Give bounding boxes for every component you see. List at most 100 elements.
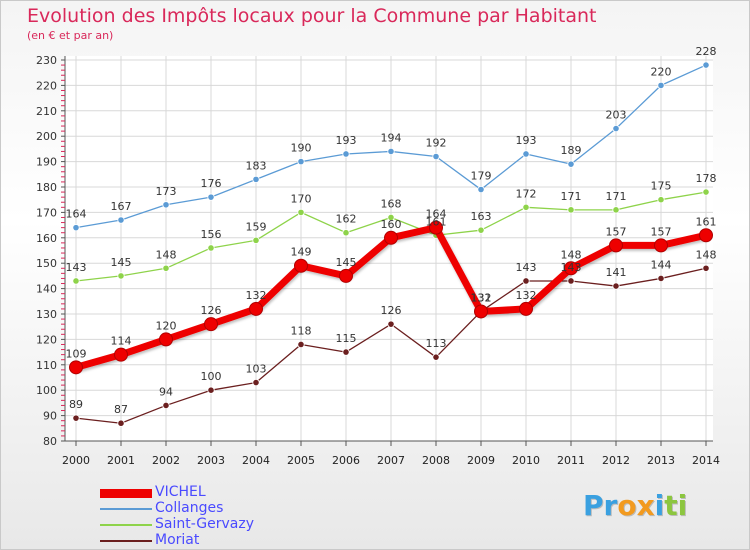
x-tick-label: 2005 [287,454,315,467]
series-vichel [69,220,713,375]
data-point [657,274,665,283]
data-label: 141 [606,266,627,279]
data-point [342,150,350,158]
data-point [702,188,710,196]
data-point [387,213,395,222]
data-point [162,264,170,272]
data-point [207,193,215,201]
legend-item-vichel: VICHEL [100,484,360,502]
data-point [522,203,530,211]
data-point [72,277,80,285]
x-tick-label: 2007 [377,454,405,467]
y-tick-label: 190 [36,156,57,169]
data-labels: 164 167 173 176 183 190 193 194 192 179 193 189 203 2… [66,45,717,416]
chart-subtitle: (en € et par an) [27,29,114,42]
data-label: 148 [156,248,177,261]
x-tick-label: 2009 [467,454,495,467]
data-label: 220 [651,65,672,78]
y-tick-label: 150 [36,257,57,270]
data-label: 103 [246,363,267,376]
data-point [162,401,170,410]
data-point [297,340,305,349]
x-tick-label: 2014 [692,454,720,467]
data-label: 183 [246,159,267,172]
data-label: 167 [111,200,132,213]
data-label: 143 [516,261,537,274]
legend-label: Collanges [155,500,224,516]
data-label: 89 [69,398,83,411]
data-label: 171 [606,190,627,203]
logo-letter: r [603,489,618,522]
data-label: 228 [696,45,717,58]
data-label: 109 [66,347,87,360]
data-label: 193 [516,134,537,147]
x-tick-label: 2006 [332,454,360,467]
data-point [117,419,125,427]
data-point [159,332,173,347]
y-tick-label: 110 [36,359,57,372]
data-label: 100 [201,370,222,383]
y-tick-label: 160 [36,232,57,245]
x-tick-label: 2004 [242,454,270,467]
data-label: 164 [66,208,87,221]
logo-letter: i [654,489,665,522]
data-label: 114 [111,335,132,348]
legend-swatch [100,540,152,542]
y-tick-label: 170 [36,206,57,219]
legend-item-moriat: Moriat [100,532,360,550]
y-tick-label: 180 [36,181,57,194]
data-label: 148 [696,248,717,261]
data-label: 172 [516,187,537,200]
data-label: 192 [426,137,447,150]
data-point [429,220,443,235]
data-label: 176 [201,177,222,190]
data-point [657,196,665,204]
y-tick-label: 200 [36,130,57,143]
data-label: 148 [561,248,582,261]
data-label: 193 [336,134,357,147]
y-tick-label: 120 [36,333,57,346]
x-tick-label: 2010 [512,454,540,467]
data-label: 170 [291,192,312,205]
data-point [567,206,575,214]
y-tick-label: 140 [36,283,57,296]
data-point [612,124,620,133]
legend-item-saint-gervazy: Saint-Gervazy [100,516,360,534]
data-label: 113 [426,337,447,350]
data-label: 94 [159,385,173,398]
data-point [342,229,350,237]
axes: 8090100110120130140150160170180190200210… [36,54,720,467]
legend-swatch [100,524,152,526]
data-label: 131 [471,291,492,304]
data-point [204,317,218,332]
x-tick-label: 2000 [62,454,90,467]
data-label: 87 [114,403,128,416]
y-tick-label: 100 [36,384,57,397]
data-label: 145 [336,256,357,269]
data-point [69,360,83,375]
data-point [252,378,260,387]
data-point [702,61,710,69]
logo-letter: o [617,489,637,522]
logo-letter: i [677,489,688,522]
data-point [522,150,530,158]
data-label: 164 [426,208,447,221]
data-point [474,304,488,319]
x-tick-label: 2002 [152,454,180,467]
data-point [252,236,260,244]
logo-letter: x [636,489,655,522]
data-label: 143 [66,261,87,274]
data-label: 115 [336,332,357,345]
data-label: 179 [471,170,492,183]
data-label: 163 [471,210,492,223]
data-point [612,282,620,290]
y-tick-label: 90 [43,410,57,423]
data-label: 132 [516,289,537,302]
data-label: 178 [696,172,717,185]
data-point [567,277,575,285]
data-label: 161 [426,215,447,228]
data-point [162,201,170,209]
x-tick-label: 2012 [602,454,630,467]
data-point [207,244,215,252]
